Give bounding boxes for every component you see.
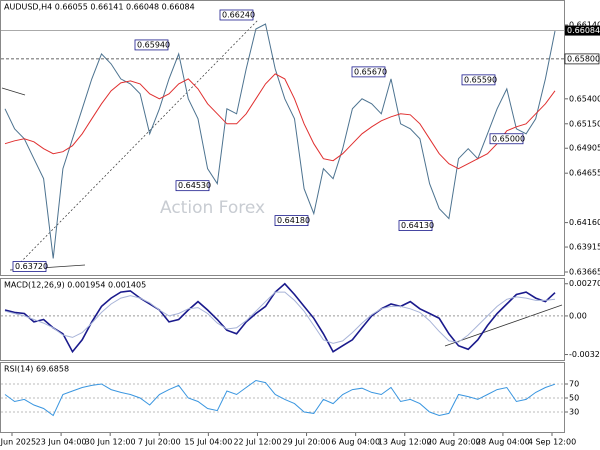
current-price-label: 0.66084 [567, 26, 600, 35]
price-frame [0, 0, 565, 276]
level-box [564, 53, 600, 65]
x-tick-label: 28 Aug 04:00 [476, 438, 530, 447]
annotation-label: 0.65670 [354, 67, 387, 76]
annotation-label: 0.63720 [15, 262, 48, 271]
y-tick-label: 0.65400 [569, 94, 600, 103]
x-tick-label: 6 Aug 04:00 [331, 438, 380, 447]
rsi-line [4, 379, 556, 417]
x-tick-label: 23 Jun 04:00 [36, 438, 87, 447]
y-tick-label: 0.64160 [569, 218, 600, 227]
x-tick-label: 20 Aug 20:00 [427, 438, 481, 447]
macd-title: MACD(12,26,9) 0.001954 0.001405 [4, 281, 146, 290]
y-tick-label: -0.003241 [569, 350, 600, 359]
watermark: Action Forex [160, 198, 265, 218]
price-line [4, 23, 556, 259]
x-tick-label: 22 Jul 12:00 [233, 438, 281, 447]
price-line [4, 73, 556, 170]
y-tick-label: 0.65150 [569, 119, 600, 128]
annotation-box [12, 261, 47, 272]
y-tick-label: 0.63665 [569, 268, 600, 277]
x-tick-label: 29 Jul 20:00 [283, 438, 331, 447]
y-tick-label: 30 [569, 408, 579, 417]
trend-line [14, 19, 259, 269]
y-tick-label: 0.66140 [569, 20, 600, 29]
macd-frame [0, 278, 565, 361]
rsi-title: RSI(14) 69.6858 [4, 365, 69, 374]
annotation-box [398, 220, 433, 231]
annotation-box [175, 180, 210, 192]
annotation-box [351, 66, 386, 78]
macd-line [4, 282, 556, 354]
y-tick-label: 70 [569, 380, 579, 389]
x-tick-label: 7 Jul 20:00 [138, 438, 181, 447]
macd-line [4, 291, 556, 344]
annotation-label: 0.64180 [277, 216, 310, 225]
annotation-box [461, 74, 496, 86]
x-tick-label: 13 Jun 2025 [0, 438, 36, 447]
current-price-box [565, 25, 600, 36]
x-tick-label: 30 Jun 12:00 [85, 438, 136, 447]
trend-line [1, 87, 26, 96]
macd-trend-line [444, 304, 563, 347]
y-tick-label: 50 [569, 394, 579, 403]
chart-title: AUDUSD,H4 0.66055 0.66141 0.66048 0.6608… [4, 3, 195, 12]
x-tick-label: 4 Sep 12:00 [528, 438, 576, 447]
y-tick-label: 0.63915 [569, 243, 600, 252]
x-tick-label: 15 Jul 04:00 [184, 438, 232, 447]
y-tick-label: 0.002702 [569, 279, 600, 288]
annotation-label: 0.66240 [222, 10, 255, 19]
y-tick-label: 0.00 [569, 311, 587, 320]
annotation-label: 0.65940 [137, 40, 170, 49]
annotation-box [134, 39, 169, 51]
annotation-label: 0.65590 [464, 75, 497, 84]
rsi-frame [0, 362, 565, 433]
level-label: 0.65800 [567, 54, 600, 63]
y-tick-label: 0.64655 [569, 169, 600, 178]
x-tick-label: 13 Aug 12:00 [378, 438, 432, 447]
annotation-label: 0.64530 [178, 181, 211, 190]
annotation-box [274, 215, 309, 227]
annotation-box [219, 9, 254, 21]
annotation-box [489, 133, 524, 145]
annotation-label: 0.65000 [492, 134, 525, 143]
y-tick-label: 0.64905 [569, 144, 600, 153]
annotation-label: 0.64130 [401, 221, 434, 230]
